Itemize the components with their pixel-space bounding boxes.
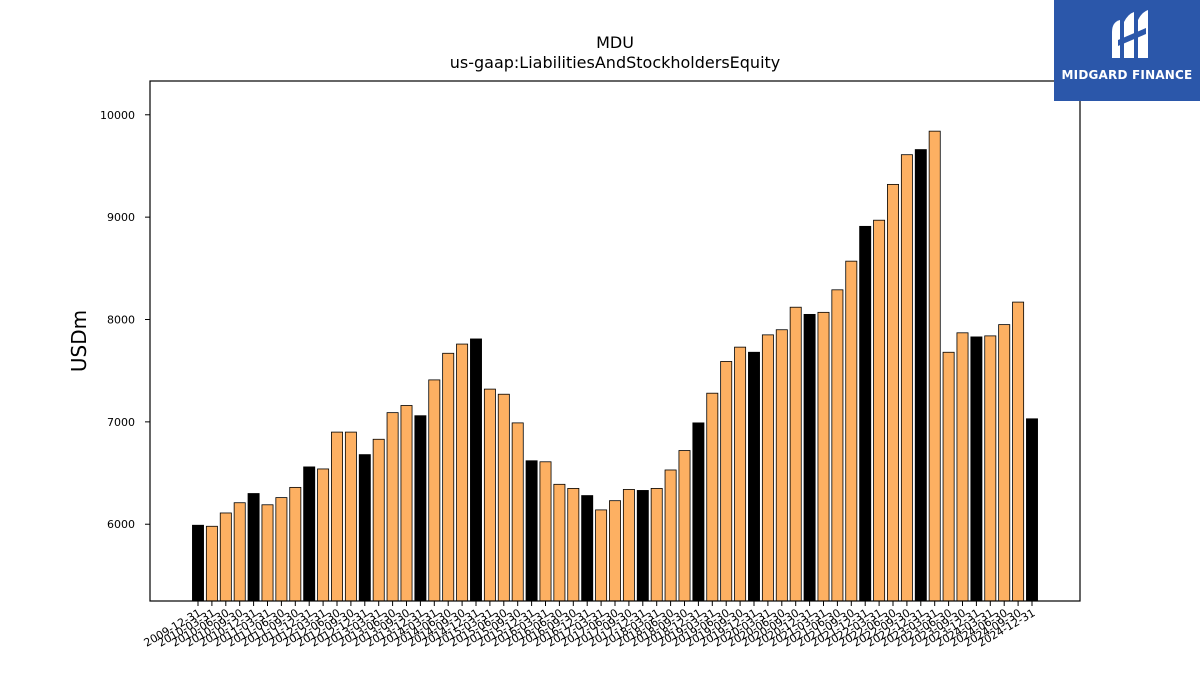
bar-2017-12-31 [636,490,649,602]
midgard-finance-logo: MIDGARD FINANCE [1054,0,1200,101]
bar-2013-09-30 [400,405,413,602]
bar-2014-12-31 [470,338,482,602]
bar-2010-03-31 [205,525,218,602]
bar-2019-12-31 [748,351,760,602]
bar-2021-12-31 [859,225,872,602]
bar-2023-03-31 [928,130,941,602]
bar-2012-12-31 [358,454,371,602]
bar-2020-03-31 [761,334,774,602]
bar-2021-09-30 [845,260,858,602]
bar-2015-06-30 [497,393,510,602]
y-tick-label: 7000 [107,416,135,429]
bar-2022-06-30 [887,183,899,602]
bar-2022-12-31 [914,149,927,602]
bar-2024-03-31 [984,335,997,602]
y-axis-label: USDm [67,310,91,372]
bar-2010-06-30 [219,512,232,602]
bar-2016-12-31 [581,495,594,602]
bar-2016-09-30 [567,487,580,602]
bar-2020-12-31 [803,313,816,602]
bar-2009-12-31 [192,524,204,602]
bar-2018-12-31 [692,422,705,602]
bar-2012-06-30 [331,431,343,602]
bar-2023-12-31 [970,336,983,602]
bar-2022-03-31 [873,219,886,602]
logo-mark-icon [1112,10,1148,58]
bar-2011-12-31 [303,466,316,602]
bar-2014-03-31 [428,379,441,602]
bar-2021-06-30 [831,289,844,602]
y-tick-label: 8000 [107,314,135,327]
bar-2021-03-31 [817,311,830,602]
y-tick-label: 6000 [107,518,135,531]
bar-2023-06-30 [942,351,955,602]
bar-2022-09-30 [900,154,913,602]
bar-2011-09-30 [289,486,302,602]
bar-2010-09-30 [233,502,246,602]
logo-brand-text: MIDGARD FINANCE [1061,68,1193,82]
y-ticks-group: 6000 7000 8000 9000 10000 [100,109,150,531]
bar-2018-09-30 [678,450,691,602]
chart-subtitle: us-gaap:LiabilitiesAndStockholdersEquity [450,53,781,72]
chart-title: MDU [596,33,634,52]
bar-2019-03-31 [706,392,719,602]
bar-2013-06-30 [386,412,399,602]
bar-2016-06-30 [553,483,566,602]
bar-2015-09-30 [511,422,524,602]
bar-2019-09-30 [734,346,747,602]
bar-2017-03-31 [595,509,608,602]
bar-2012-03-31 [317,468,330,602]
bar-2024-12-31 [1026,418,1038,602]
bar-2013-03-31 [372,438,385,602]
bar-2010-12-31 [247,493,260,602]
x-ticks-group: 2009-12-312010-03-312010-06-302010-09-30… [142,601,1038,650]
y-tick-label: 9000 [107,211,135,224]
bar-2020-06-30 [775,329,788,602]
bar-2017-09-30 [622,489,635,602]
bar-2020-09-30 [789,306,802,602]
bar-2013-12-31 [414,415,427,602]
bar-2024-06-30 [998,324,1011,602]
plot-frame [149,80,1081,602]
bar-2019-06-30 [720,361,733,602]
bar-2018-03-31 [650,487,663,602]
bar-2018-06-30 [664,469,677,602]
bar-2012-09-30 [344,431,357,602]
bar-2014-09-30 [456,343,469,602]
bar-2017-06-30 [609,500,621,602]
bar-2011-03-31 [261,504,274,602]
bar-2011-06-30 [275,497,288,602]
bar-2016-03-31 [539,461,552,602]
bar-2014-06-30 [442,352,455,602]
bar-2023-09-30 [956,332,969,602]
bar-2015-03-31 [483,388,496,602]
bar-2015-12-31 [525,460,538,602]
bar-2024-09-30 [1012,301,1025,602]
bars-group [192,130,1038,602]
y-tick-label: 10000 [100,109,135,122]
